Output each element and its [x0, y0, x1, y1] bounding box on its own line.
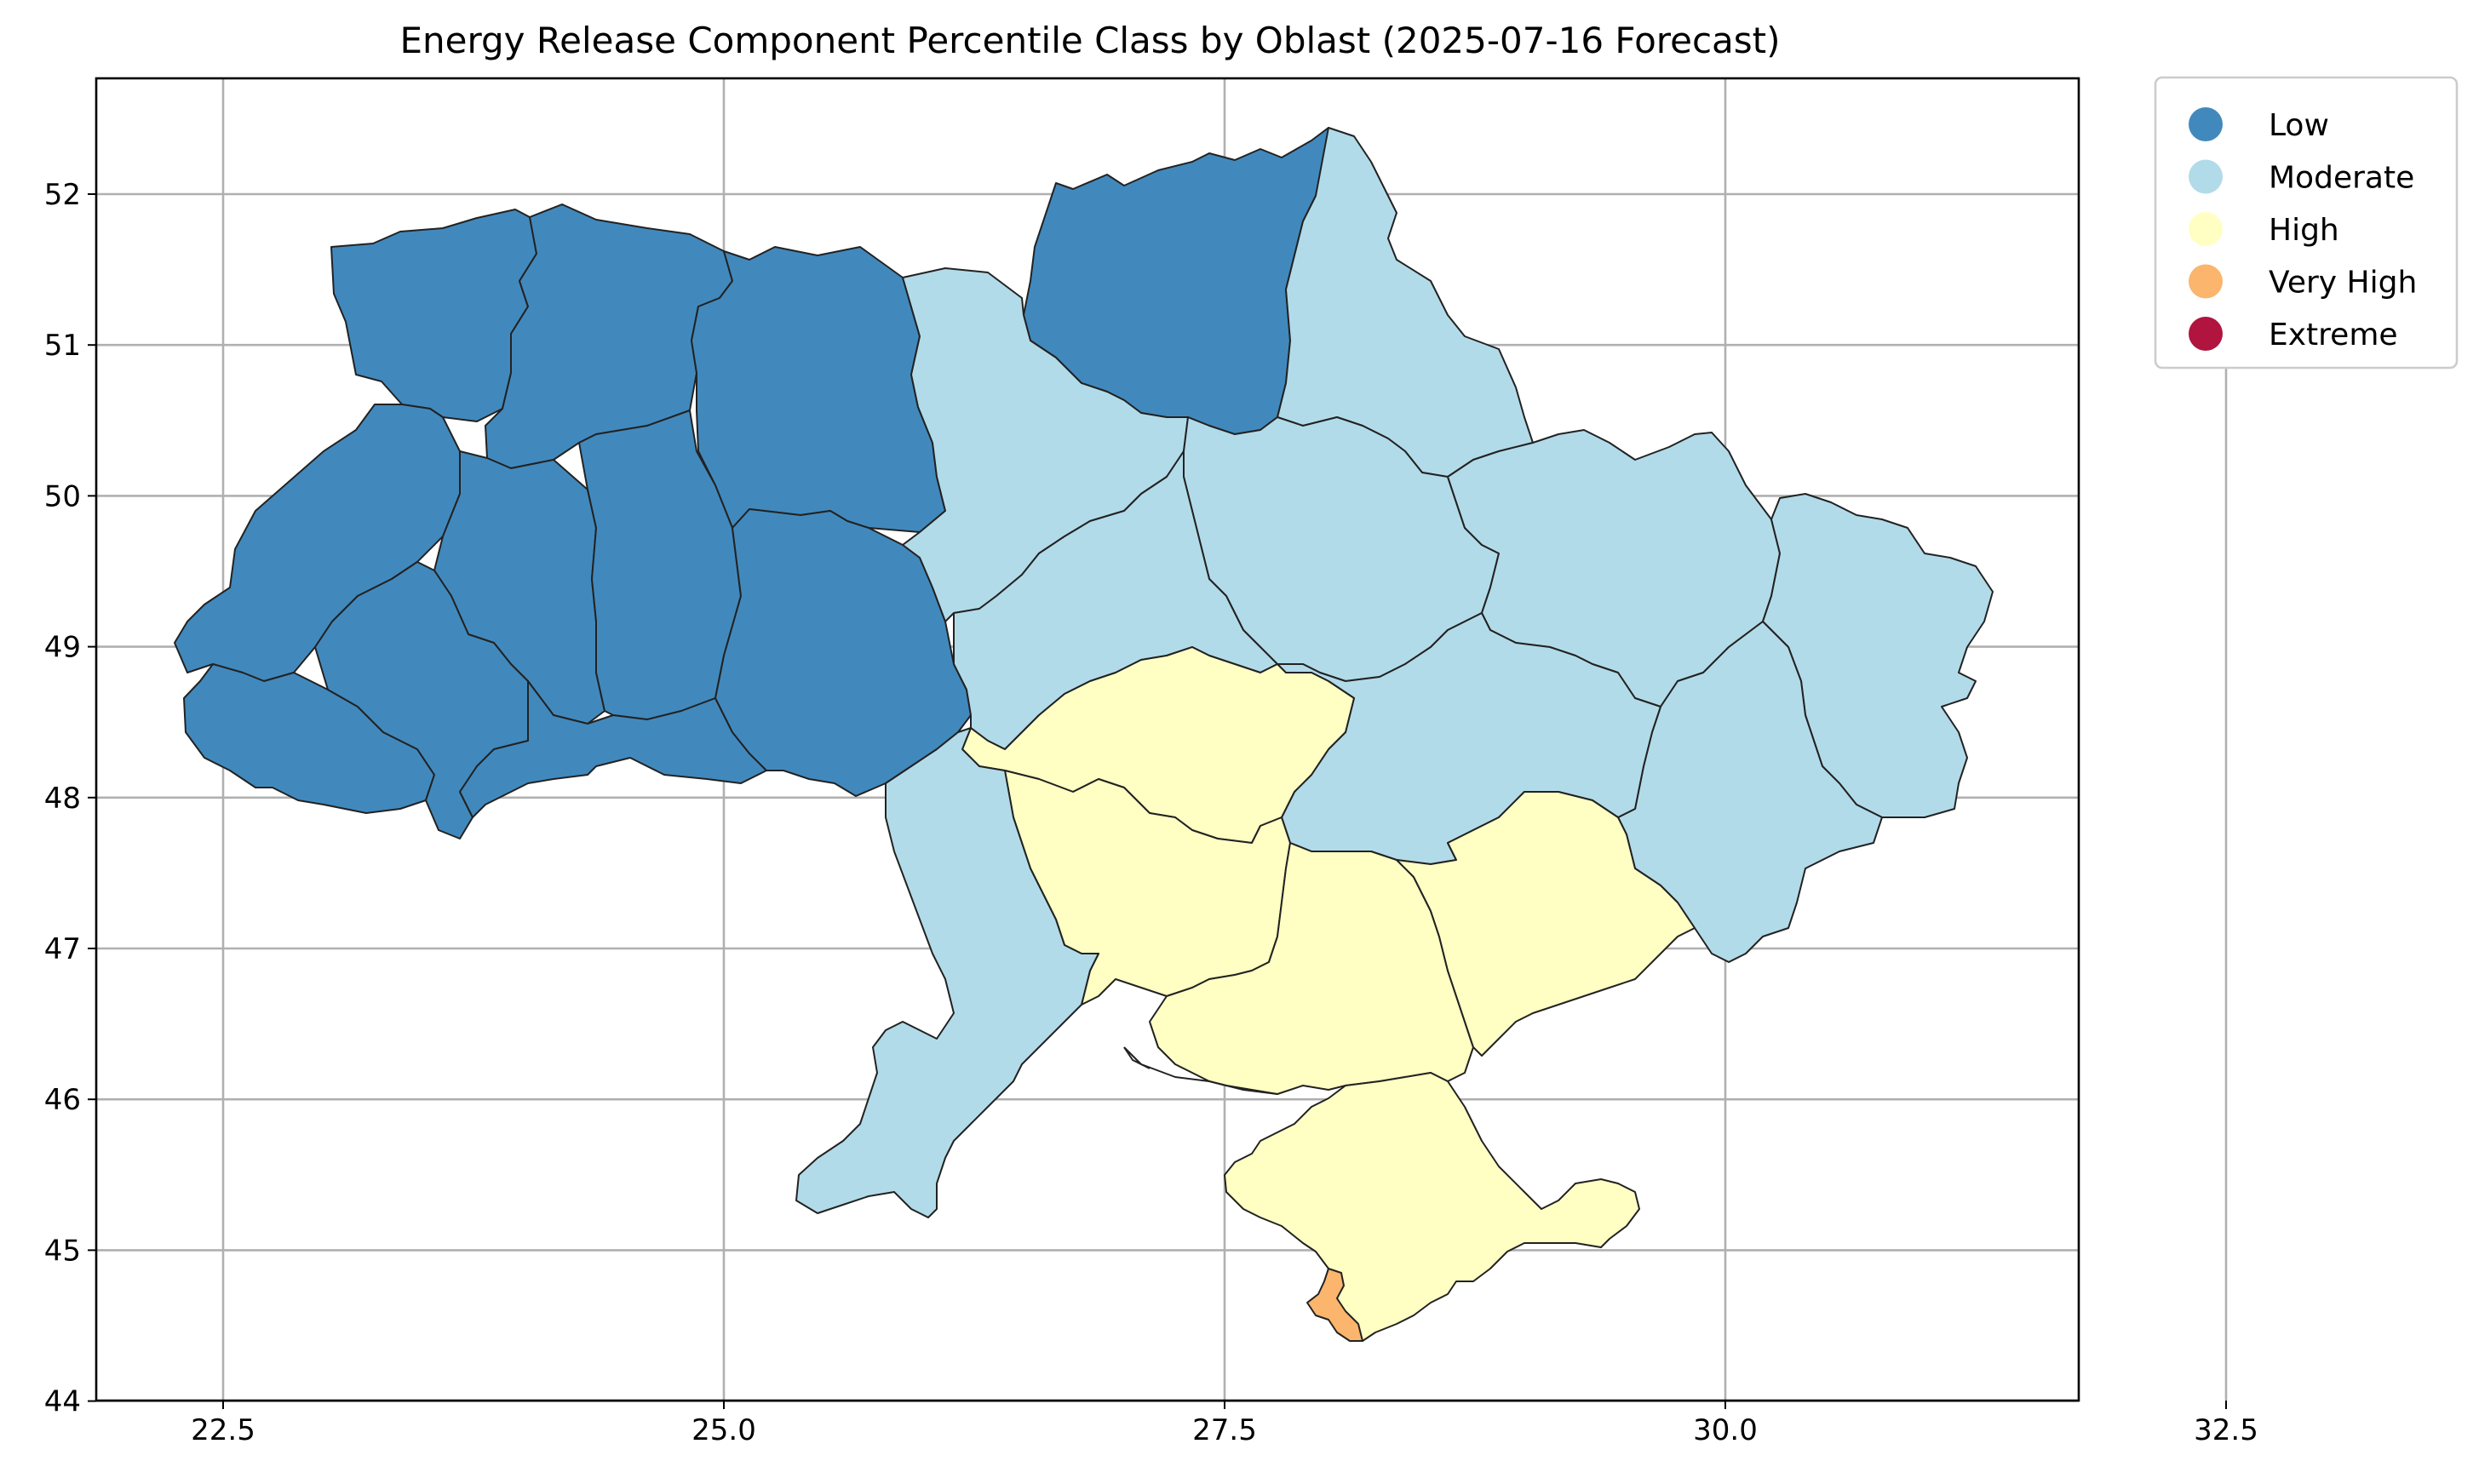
y-tick-label: 48 — [44, 782, 81, 816]
x-axis: 22.525.027.530.032.535.037.540.0 — [191, 1401, 2258, 1447]
legend-item-very-high: Very High — [2189, 264, 2417, 301]
legend-box — [2154, 76, 2459, 370]
oblast-regions — [174, 127, 1994, 1342]
legend-item-moderate: Moderate — [2189, 159, 2414, 196]
legend-marker — [2189, 264, 2223, 299]
region-zaporizhzhia — [1396, 791, 1696, 1057]
legend-label: Extreme — [2269, 318, 2398, 352]
x-tick-label: 27.5 — [1192, 1413, 1257, 1447]
y-tick-label: 45 — [44, 1234, 81, 1268]
y-tick-label: 46 — [44, 1083, 81, 1117]
tendra-spit — [1123, 1046, 1151, 1069]
region-chernivtsi — [459, 680, 767, 818]
legend-label: Moderate — [2269, 161, 2414, 196]
legend-marker — [2189, 212, 2223, 246]
legend-label: High — [2269, 213, 2339, 248]
x-tick-label: 32.5 — [2194, 1413, 2258, 1447]
map-title: Energy Release Component Percentile Clas… — [399, 20, 1780, 61]
legend-label: Low — [2269, 108, 2329, 143]
y-tick-label: 44 — [44, 1385, 81, 1419]
region-sevastopol — [1306, 1268, 1363, 1342]
legend-item-low: Low — [2189, 107, 2329, 143]
x-tick-label: 30.0 — [1693, 1413, 1758, 1447]
kinburn-spit — [1123, 1046, 1278, 1095]
x-tick-label: 22.5 — [191, 1413, 255, 1447]
y-tick-label: 52 — [44, 178, 81, 212]
legend: Low Moderate High Very High Extreme — [2154, 76, 2459, 370]
legend-marker — [2189, 159, 2223, 194]
region-odesa — [795, 727, 1099, 1218]
legend-marker — [2189, 107, 2223, 141]
legend-item-extreme: Extreme — [2189, 317, 2398, 352]
y-tick-label: 51 — [44, 329, 81, 363]
x-tick-label: 25.0 — [691, 1413, 756, 1447]
legend-label: Very High — [2269, 266, 2417, 301]
y-tick-label: 47 — [44, 932, 81, 966]
legend-item-high: High — [2189, 212, 2339, 248]
legend-marker — [2189, 317, 2223, 351]
y-tick-label: 49 — [44, 631, 81, 665]
region-zakarpattia — [183, 663, 435, 814]
y-axis: 44 45 46 47 48 49 50 51 52 — [44, 178, 96, 1419]
axes-frame — [95, 77, 2080, 1402]
y-tick-label: 50 — [44, 479, 81, 513]
region-vinnytsia — [714, 508, 972, 797]
